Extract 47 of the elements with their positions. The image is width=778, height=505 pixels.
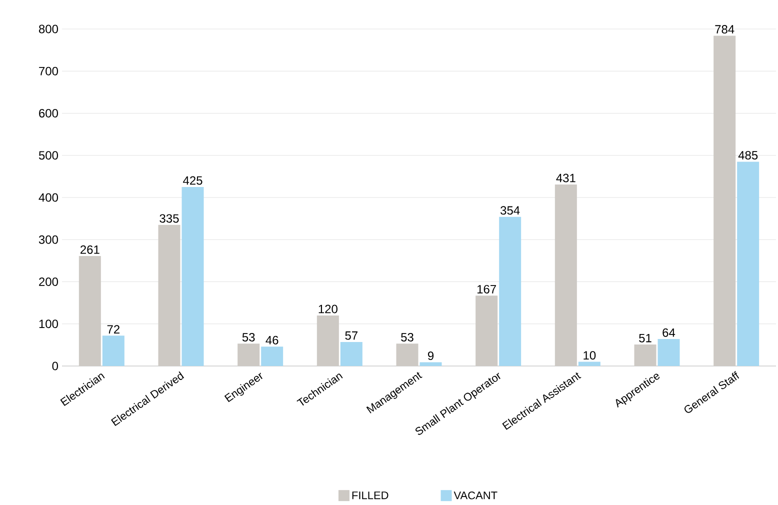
bar bbox=[261, 346, 284, 366]
bar bbox=[476, 296, 498, 366]
y-tick-label: 500 bbox=[38, 151, 58, 160]
y-tick-label: 700 bbox=[39, 66, 58, 76]
bar bbox=[578, 362, 600, 366]
bar bbox=[737, 162, 760, 366]
bar bbox=[158, 224, 180, 366]
data-label: 64 bbox=[662, 328, 676, 337]
data-label: 335 bbox=[160, 214, 179, 223]
bar bbox=[420, 362, 442, 366]
data-label: 57 bbox=[345, 331, 358, 340]
data-label: 784 bbox=[715, 25, 734, 34]
data-label: 53 bbox=[401, 332, 414, 342]
bar bbox=[78, 256, 101, 366]
data-label: 354 bbox=[500, 206, 520, 215]
data-label: 485 bbox=[738, 151, 758, 160]
y-tick-label: 400 bbox=[38, 193, 58, 202]
bar bbox=[634, 344, 656, 366]
y-tick-label: 100 bbox=[39, 320, 58, 328]
y-tick-label: 600 bbox=[39, 109, 58, 118]
data-label: 261 bbox=[80, 245, 100, 254]
data-label: 431 bbox=[556, 174, 576, 182]
legend-label: FILLED bbox=[352, 492, 388, 500]
y-tick-label: 300 bbox=[38, 235, 58, 244]
data-label: 167 bbox=[477, 284, 496, 294]
bar bbox=[554, 184, 577, 366]
bar bbox=[182, 186, 204, 366]
bar bbox=[340, 342, 362, 366]
bar bbox=[658, 339, 680, 366]
data-label: 120 bbox=[318, 304, 338, 314]
bar bbox=[238, 344, 260, 366]
data-label: 53 bbox=[242, 332, 255, 342]
data-label: 46 bbox=[266, 336, 278, 344]
data-label: 425 bbox=[183, 176, 202, 185]
data-label: 51 bbox=[639, 334, 652, 342]
bar bbox=[714, 36, 736, 366]
y-tick-label: 200 bbox=[39, 278, 58, 286]
data-label: 9 bbox=[428, 352, 434, 360]
bar bbox=[499, 216, 522, 366]
bar bbox=[316, 315, 339, 366]
y-tick-label: 800 bbox=[38, 24, 58, 34]
legend-label: VACANT bbox=[454, 491, 498, 500]
data-label: 10 bbox=[584, 351, 596, 360]
bar bbox=[102, 336, 124, 366]
bar bbox=[396, 344, 418, 366]
y-tick-label: 0 bbox=[52, 362, 58, 370]
data-label: 72 bbox=[107, 325, 120, 334]
